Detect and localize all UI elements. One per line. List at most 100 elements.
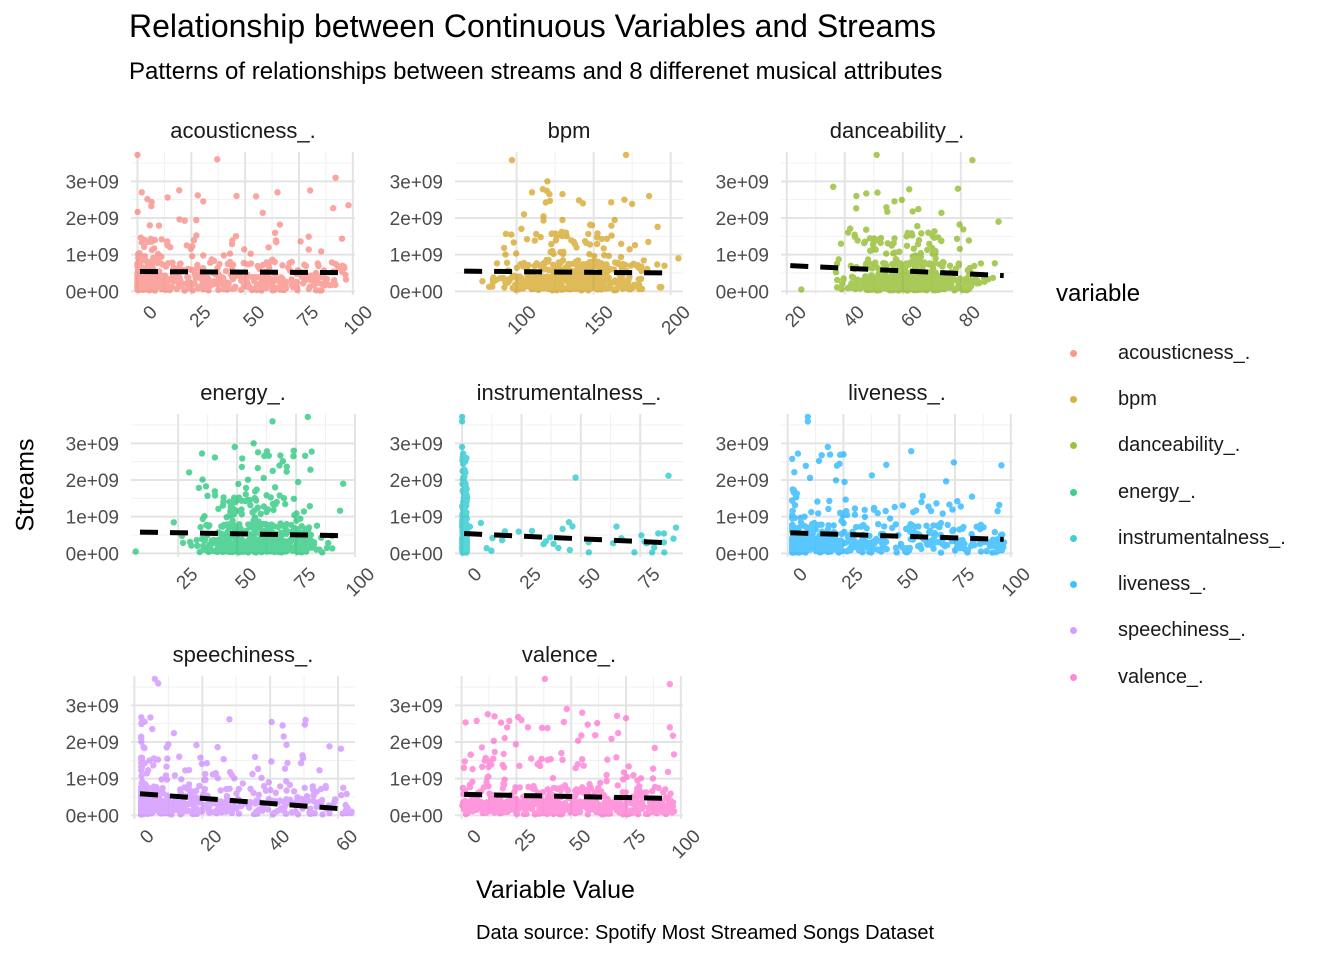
data-point [965, 237, 973, 244]
data-point [626, 246, 633, 253]
data-point [220, 536, 227, 543]
data-point [513, 250, 520, 257]
data-point [223, 796, 231, 803]
data-point [595, 258, 602, 266]
data-point [630, 260, 637, 267]
data-point [944, 521, 951, 529]
data-point [268, 521, 275, 528]
data-point [482, 754, 489, 762]
data-point [841, 478, 848, 486]
data-point [460, 460, 467, 468]
data-point [491, 748, 498, 756]
data-point [251, 514, 259, 521]
data-point [926, 240, 933, 247]
data-point [864, 256, 872, 263]
data-point [258, 774, 265, 782]
data-point [136, 250, 143, 257]
data-point [883, 250, 890, 257]
data-point [295, 478, 302, 486]
data-point [890, 284, 897, 292]
y-tick-label: 0e+00 [390, 544, 443, 565]
data-point [238, 463, 246, 471]
data-point [193, 217, 200, 224]
data-point [570, 797, 578, 805]
data-point [179, 539, 187, 547]
data-point [278, 804, 286, 812]
data-point [162, 809, 169, 816]
data-point [873, 287, 881, 294]
data-point [308, 273, 316, 281]
data-point [499, 785, 506, 792]
data-point [847, 282, 854, 289]
data-point [462, 549, 470, 556]
data-point [842, 496, 849, 503]
data-point [889, 260, 896, 268]
data-point [254, 464, 261, 472]
data-point [191, 266, 198, 274]
data-point [189, 253, 196, 260]
data-point [871, 279, 879, 286]
data-point [314, 260, 321, 267]
data-point [251, 278, 258, 285]
data-point [254, 262, 261, 270]
data-point [151, 287, 159, 294]
y-tick-label: 3e+09 [716, 434, 769, 455]
scatter-points [459, 675, 678, 818]
data-point [558, 749, 565, 757]
data-point [249, 545, 256, 553]
data-point [310, 539, 318, 546]
data-point [666, 805, 673, 813]
data-point [574, 737, 582, 744]
data-point [312, 287, 320, 294]
data-point [496, 275, 504, 282]
data-point [147, 714, 154, 721]
data-point [594, 719, 601, 727]
data-point [250, 531, 257, 538]
data-point [936, 523, 943, 531]
data-point [460, 764, 468, 771]
data-point [226, 498, 233, 505]
data-point [262, 787, 270, 794]
data-point [290, 453, 297, 460]
data-point [478, 744, 486, 751]
data-point [838, 530, 845, 537]
data-point [460, 806, 468, 813]
data-point [620, 769, 627, 776]
data-point [893, 549, 900, 556]
data-point [173, 285, 180, 293]
data-point [906, 528, 914, 535]
data-point [592, 732, 599, 739]
data-point [272, 789, 279, 796]
data-point [256, 547, 264, 554]
y-tick-label: 1e+09 [66, 770, 119, 791]
y-tick-label: 0e+00 [716, 544, 769, 565]
data-point [309, 783, 316, 790]
data-point [170, 519, 177, 526]
data-point [999, 531, 1006, 538]
data-point [234, 535, 241, 542]
data-point [835, 256, 842, 263]
data-point [290, 447, 297, 454]
data-point [500, 800, 508, 807]
y-tick-label: 1e+09 [390, 770, 443, 791]
data-point [613, 523, 620, 530]
data-point [157, 260, 164, 267]
data-point [802, 543, 810, 550]
data-point [662, 810, 670, 818]
data-point [190, 237, 198, 244]
data-point [933, 500, 940, 507]
y-tick-label: 3e+09 [66, 696, 119, 717]
data-point [184, 807, 191, 814]
data-point [171, 772, 179, 779]
data-point [826, 497, 833, 505]
y-tick-label: 1e+09 [66, 508, 119, 529]
x-tick-label: 75 [293, 302, 323, 332]
data-point [860, 276, 868, 283]
data-point [566, 261, 573, 268]
data-point [490, 737, 497, 744]
data-point [804, 418, 811, 425]
data-point [654, 806, 662, 814]
data-point [272, 501, 279, 508]
data-point [622, 715, 630, 722]
